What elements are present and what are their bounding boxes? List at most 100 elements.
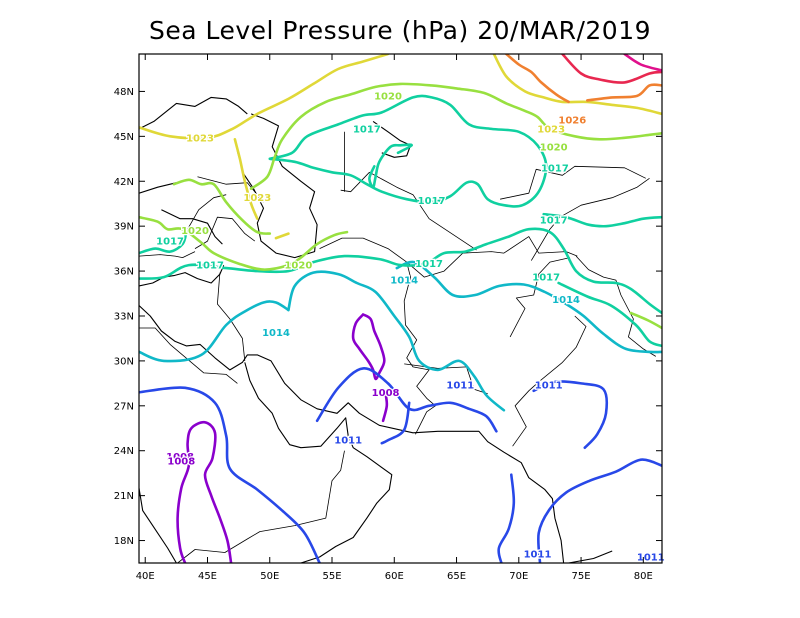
contour-label-11: 1017 [541,163,569,174]
country-border-0 [194,216,256,249]
country-border-12 [512,315,587,447]
coastline-1 [161,209,223,245]
contour-label-2: 1023 [537,124,565,135]
isobar-1017-17 [557,281,662,348]
contour-label-22: 1011 [637,553,665,564]
y-tick-label-0: 18N [114,536,134,547]
country-border-4 [406,236,578,278]
contour-label-8: 1017 [156,237,184,248]
coastline-3 [139,305,565,563]
contour-label-26: 1026 [558,115,586,126]
country-border-9 [340,171,477,251]
x-tick-label-3: 55E [322,571,341,582]
isobar-1017-14 [368,143,414,189]
coastline-5 [139,488,177,563]
isobar-1014-9 [139,300,290,363]
isobar-1014-10 [287,270,506,412]
isobar-1008-2 [176,420,233,563]
contour-label-23: 1008 [372,388,400,399]
x-tick-label-1: 45E [198,571,217,582]
isobar-1011-5 [497,473,516,563]
isobar-1017-13 [268,94,548,208]
y-tick-label-8: 42N [114,177,134,188]
isobar-1017-12 [139,227,662,315]
y-tick-label-9: 45N [114,132,134,143]
contour-label-16: 1014 [262,328,290,339]
isobar-1011-3 [139,386,321,563]
isobar-1011-6 [380,401,411,445]
contour-label-25: 1008 [167,457,195,468]
isobar-1011-4 [315,367,498,433]
isobar-1020-21 [629,311,662,330]
coastline-0 [139,182,177,194]
y-tick-label-3: 27N [114,401,134,412]
contour-label-14: 1017 [532,273,560,284]
isobar-1011-7 [536,458,662,563]
x-tick-label-2: 50E [260,571,279,582]
y-tick-label-4: 30N [114,356,134,367]
country-border-14 [139,327,238,384]
country-border-17 [197,176,264,203]
contour-label-19: 1011 [535,380,563,391]
country-border-11 [500,165,646,200]
country-border-15 [294,450,345,526]
contour-label-4: 1020 [181,226,209,237]
coastline-8 [236,113,318,259]
isobar-1026-26 [505,54,570,104]
y-tick-label-6: 36N [114,267,134,278]
contour-label-5: 1020 [284,261,312,272]
chart-title: Sea Level Pressure (hPa) 20/MAR/2019 [148,16,652,45]
country-border-18 [187,194,227,230]
isobar-1017-16 [139,230,188,255]
y-tick-label-2: 24N [114,446,134,457]
contour-label-18: 1011 [446,380,474,391]
isobar-1017-15 [542,212,662,228]
contour-label-15: 1014 [390,276,418,287]
x-tick-label-4: 60E [385,571,404,582]
y-tick-label-10: 48N [114,87,134,98]
isobar-1008-0 [351,313,386,381]
contour-label-3: 1020 [374,91,402,102]
y-tick-label-1: 21N [114,491,134,502]
contour-label-1: 1023 [243,193,271,204]
y-tick-label-7: 39N [114,222,134,233]
country-border-1 [217,272,246,361]
x-tick-label-5: 65E [447,571,466,582]
coastline-4 [244,362,393,563]
isobar-1023-23 [233,138,259,220]
contour-label-13: 1017 [415,259,443,270]
contour-label-layer: 1023102310231020102010201020101710171017… [155,90,666,565]
country-border-16 [177,525,295,563]
country-border-2 [319,237,407,263]
country-border-8 [530,177,650,261]
coastline-6 [568,550,613,563]
axis-tick-layer: 40E 45E 50E 55E 60E 65E 70E 75E 80E 18N 21N 24N 27N 3… [114,54,662,582]
isobar-1008-1 [381,392,389,423]
contour-layer [139,54,662,563]
y-tick-label-5: 33N [114,311,134,322]
contour-label-9: 1017 [196,261,224,272]
isobar-1011-8 [532,380,609,449]
coastline-2 [139,264,225,287]
isobar-1020-18 [139,215,349,271]
plot-frame [138,53,663,564]
country-border-13 [139,251,196,258]
contour-label-21: 1011 [524,550,552,561]
isobar-1023-22 [139,54,390,140]
contour-label-24: 1008 [166,452,194,463]
isobar-1020-19 [172,178,272,235]
isobar-1026-27 [586,83,662,102]
x-tick-label-7: 75E [572,571,591,582]
contour-label-17: 1014 [552,295,580,306]
country-border-7 [575,255,657,357]
isobar-1032-29 [623,54,662,72]
isobar-1014-11 [395,260,662,354]
coastline-7 [139,96,248,130]
isobar-1023-24 [274,232,290,240]
country-border-6 [509,257,570,338]
contour-label-0: 1023 [186,133,214,144]
contour-label-6: 1020 [540,142,568,153]
isobar-1020-20 [249,82,662,190]
contour-label-7: 1017 [353,124,381,135]
